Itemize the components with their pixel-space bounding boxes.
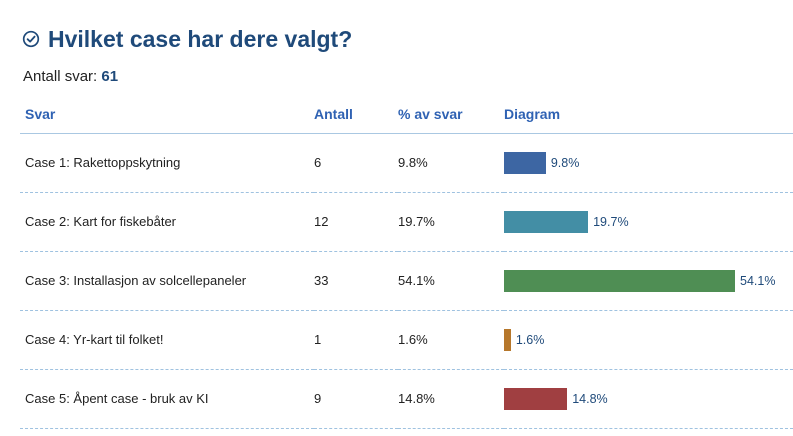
- percent-cell: 54.1%: [398, 251, 504, 311]
- diagram-cell: 54.1%: [504, 251, 793, 311]
- bar-label: 9.8%: [550, 155, 580, 170]
- column-header-answer: Svar: [20, 96, 314, 134]
- results-table: Svar Antall % av svar Diagram Case 1: Ra…: [20, 96, 793, 429]
- bar: [504, 387, 568, 410]
- table-row: Case 1: Rakettoppskytning 6 9.8% 9.8%: [20, 133, 793, 193]
- answer-cell: Case 4: Yr-kart til folket!: [20, 310, 314, 370]
- response-count: Antall svar: 61: [23, 68, 118, 85]
- diagram-cell: 14.8%: [504, 369, 793, 429]
- percent-cell: 19.7%: [398, 192, 504, 252]
- table-row: Case 2: Kart for fiskebåter 12 19.7% 19.…: [20, 192, 793, 252]
- diagram-cell: 1.6%: [504, 310, 793, 370]
- column-header-percent: % av svar: [398, 96, 504, 134]
- answer-cell: Case 3: Installasjon av solcellepaneler: [20, 251, 314, 311]
- count-cell: 1: [314, 310, 398, 370]
- count-cell: 9: [314, 369, 398, 429]
- answer-cell: Case 2: Kart for fiskebåter: [20, 192, 314, 252]
- diagram-cell: 19.7%: [504, 192, 793, 252]
- count-cell: 12: [314, 192, 398, 252]
- column-header-count: Antall: [314, 96, 398, 134]
- count-cell: 33: [314, 251, 398, 311]
- percent-cell: 9.8%: [398, 133, 504, 193]
- question-title: Hvilket case har dere valgt?: [48, 25, 353, 52]
- bar-label: 54.1%: [740, 273, 776, 288]
- table-row: Case 3: Installasjon av solcellepaneler …: [20, 251, 793, 311]
- percent-cell: 14.8%: [398, 369, 504, 429]
- count-cell: 6: [314, 133, 398, 193]
- bar-label: 14.8%: [572, 391, 608, 406]
- answer-cell: Case 1: Rakettoppskytning: [20, 133, 314, 193]
- answer-cell: Case 5: Åpent case - bruk av KI: [20, 369, 314, 429]
- check-circle-icon: [22, 30, 40, 48]
- column-header-diagram: Diagram: [504, 96, 793, 134]
- response-count-value: 61: [101, 68, 119, 85]
- bar: [504, 210, 589, 233]
- question-header: Hvilket case har dere valgt?: [22, 24, 352, 54]
- bar: [504, 328, 511, 351]
- table-row: Case 5: Åpent case - bruk av KI 9 14.8% …: [20, 369, 793, 429]
- bar-label: 1.6%: [515, 332, 545, 347]
- bar: [504, 151, 546, 174]
- bar: [504, 269, 735, 292]
- response-count-label: Antall svar:: [23, 68, 98, 85]
- bar-label: 19.7%: [593, 214, 629, 229]
- percent-cell: 1.6%: [398, 310, 504, 370]
- diagram-cell: 9.8%: [504, 133, 793, 193]
- table-row: Case 4: Yr-kart til folket! 1 1.6% 1.6%: [20, 310, 793, 370]
- table-header-row: Svar Antall % av svar Diagram: [20, 96, 793, 134]
